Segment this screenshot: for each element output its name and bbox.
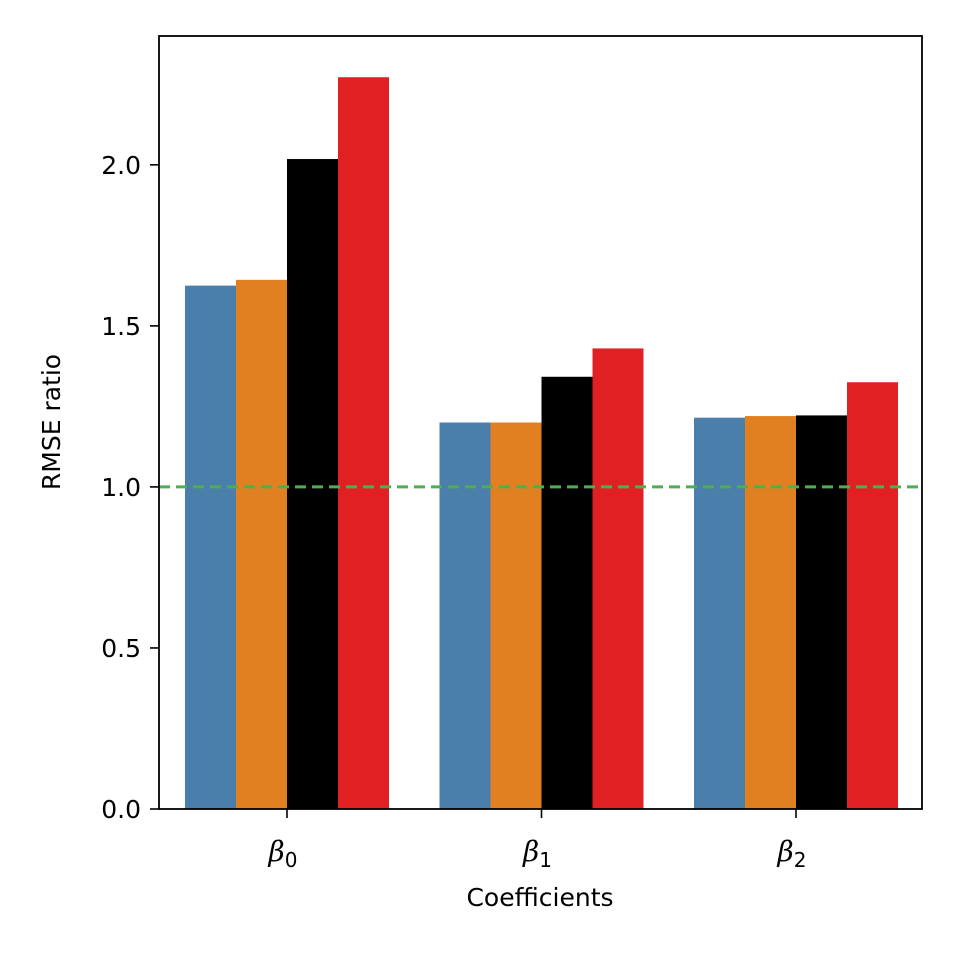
bars-layer <box>185 77 898 809</box>
y-tick-label: 0.5 <box>101 634 141 663</box>
y-tick-label: 0.0 <box>101 795 141 824</box>
y-tick-label: 2.0 <box>101 151 141 180</box>
x-tick-label-base: β <box>777 835 794 868</box>
x-tick-label: β2 <box>777 835 807 872</box>
bar-series1-cat0 <box>236 279 287 809</box>
y-tick-label: 1.5 <box>101 312 141 341</box>
bar-series1-cat1 <box>490 422 542 809</box>
x-tick-label-base: β <box>268 835 285 868</box>
bar-series2-cat1 <box>541 376 593 809</box>
x-tick-label: β1 <box>522 835 552 872</box>
bar-series3-cat1 <box>592 348 644 809</box>
bar-series0-cat2 <box>694 417 745 809</box>
bar-series3-cat2 <box>847 382 898 809</box>
y-axis: 0.0 0.5 1.0 1.5 2.0 <box>101 151 159 824</box>
y-tick-label: 1.0 <box>101 473 141 502</box>
bar-series2-cat2 <box>796 415 847 809</box>
x-tick-label-subscript: 0 <box>285 848 298 872</box>
x-tick-label-subscript: 2 <box>794 848 807 872</box>
bar-series3-cat0 <box>338 77 389 809</box>
x-tick-label: β0 <box>268 835 298 872</box>
bar-series0-cat1 <box>439 422 491 809</box>
x-axis-label: Coefficients <box>466 883 613 912</box>
x-axis: β0 β1 β2 <box>268 809 807 872</box>
bar-series1-cat2 <box>745 416 796 809</box>
x-tick-label-subscript: 1 <box>539 848 552 872</box>
x-tick-label-base: β <box>522 835 539 868</box>
plot-frame <box>158 35 923 810</box>
bar-series0-cat0 <box>185 285 236 809</box>
bar-series2-cat0 <box>287 159 338 809</box>
y-axis-label: RMSE ratio <box>37 354 66 490</box>
